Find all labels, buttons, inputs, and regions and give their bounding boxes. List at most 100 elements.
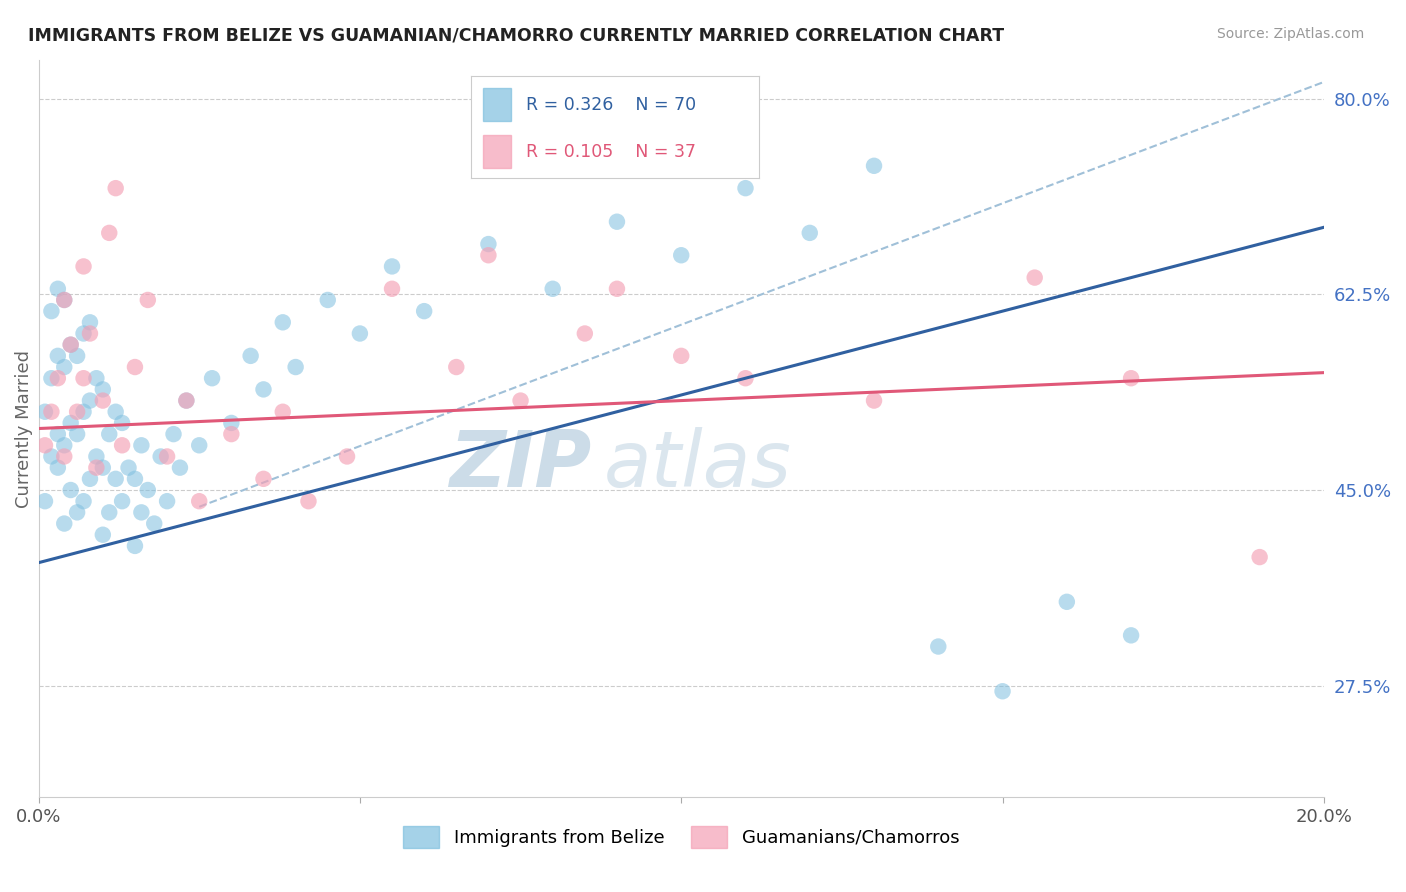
Point <box>72 260 94 274</box>
Point <box>53 293 76 307</box>
Point <box>91 460 114 475</box>
Point <box>284 359 307 374</box>
Point <box>799 226 821 240</box>
Legend: Immigrants from Belize, Guamanians/Chamorros: Immigrants from Belize, Guamanians/Chamo… <box>395 818 967 855</box>
Point <box>136 483 159 497</box>
Point <box>176 393 198 408</box>
Point <box>104 472 127 486</box>
Bar <box>482 136 512 168</box>
Point <box>53 438 76 452</box>
Point <box>59 416 82 430</box>
Point <box>91 393 114 408</box>
Point <box>671 349 693 363</box>
Point <box>1249 550 1271 565</box>
Text: IMMIGRANTS FROM BELIZE VS GUAMANIAN/CHAMORRO CURRENTLY MARRIED CORRELATION CHART: IMMIGRANTS FROM BELIZE VS GUAMANIAN/CHAM… <box>28 27 1004 45</box>
Point <box>1024 270 1046 285</box>
Point <box>41 405 63 419</box>
Point <box>53 450 76 464</box>
Point <box>66 427 89 442</box>
Point <box>66 349 89 363</box>
Point <box>541 282 564 296</box>
Point <box>124 472 146 486</box>
Point <box>59 337 82 351</box>
Point <box>927 640 949 654</box>
Point <box>509 393 531 408</box>
Point <box>72 326 94 341</box>
Point <box>111 494 134 508</box>
Point <box>1119 628 1142 642</box>
Point <box>252 472 274 486</box>
Point <box>79 393 101 408</box>
Point <box>86 460 108 475</box>
Point <box>413 304 436 318</box>
Point <box>381 260 404 274</box>
Point <box>149 450 172 464</box>
Text: R = 0.326    N = 70: R = 0.326 N = 70 <box>526 95 696 113</box>
Point <box>271 315 294 329</box>
Point <box>336 450 359 464</box>
Point <box>477 237 499 252</box>
Point <box>131 505 153 519</box>
Point <box>136 293 159 307</box>
Point <box>41 304 63 318</box>
Point <box>221 427 243 442</box>
Point <box>111 416 134 430</box>
Point <box>477 248 499 262</box>
Point <box>72 371 94 385</box>
Point <box>41 371 63 385</box>
Point <box>53 359 76 374</box>
Point <box>169 460 191 475</box>
Point <box>104 181 127 195</box>
Point <box>131 438 153 452</box>
Point <box>86 450 108 464</box>
Point <box>46 282 69 296</box>
Point <box>79 472 101 486</box>
Point <box>111 438 134 452</box>
Point <box>156 450 179 464</box>
Point <box>98 427 121 442</box>
Y-axis label: Currently Married: Currently Married <box>15 350 32 508</box>
Point <box>1119 371 1142 385</box>
Point <box>446 359 468 374</box>
Point <box>734 181 756 195</box>
Point <box>188 494 211 508</box>
Point <box>34 494 56 508</box>
Point <box>221 416 243 430</box>
Point <box>124 539 146 553</box>
Point <box>91 383 114 397</box>
Text: atlas: atlas <box>605 427 792 503</box>
Point <box>46 427 69 442</box>
Point <box>316 293 339 307</box>
Point <box>91 527 114 541</box>
Text: Source: ZipAtlas.com: Source: ZipAtlas.com <box>1216 27 1364 41</box>
Point <box>46 349 69 363</box>
Point <box>79 315 101 329</box>
Point <box>239 349 262 363</box>
Point <box>606 215 628 229</box>
Point <box>66 405 89 419</box>
Point <box>381 282 404 296</box>
Point <box>34 438 56 452</box>
Point <box>34 405 56 419</box>
Point <box>66 505 89 519</box>
Point <box>72 405 94 419</box>
Point <box>98 505 121 519</box>
Point <box>59 337 82 351</box>
Point <box>606 282 628 296</box>
Point <box>863 393 886 408</box>
Point <box>271 405 294 419</box>
Point <box>671 248 693 262</box>
Point <box>162 427 184 442</box>
Point <box>1056 595 1078 609</box>
Point <box>297 494 319 508</box>
Text: R = 0.105    N = 37: R = 0.105 N = 37 <box>526 143 696 161</box>
Point <box>59 483 82 497</box>
Point <box>104 405 127 419</box>
Bar <box>482 88 512 121</box>
Point <box>176 393 198 408</box>
Point <box>124 359 146 374</box>
Point <box>41 450 63 464</box>
Point <box>188 438 211 452</box>
Point <box>734 371 756 385</box>
Point <box>72 494 94 508</box>
